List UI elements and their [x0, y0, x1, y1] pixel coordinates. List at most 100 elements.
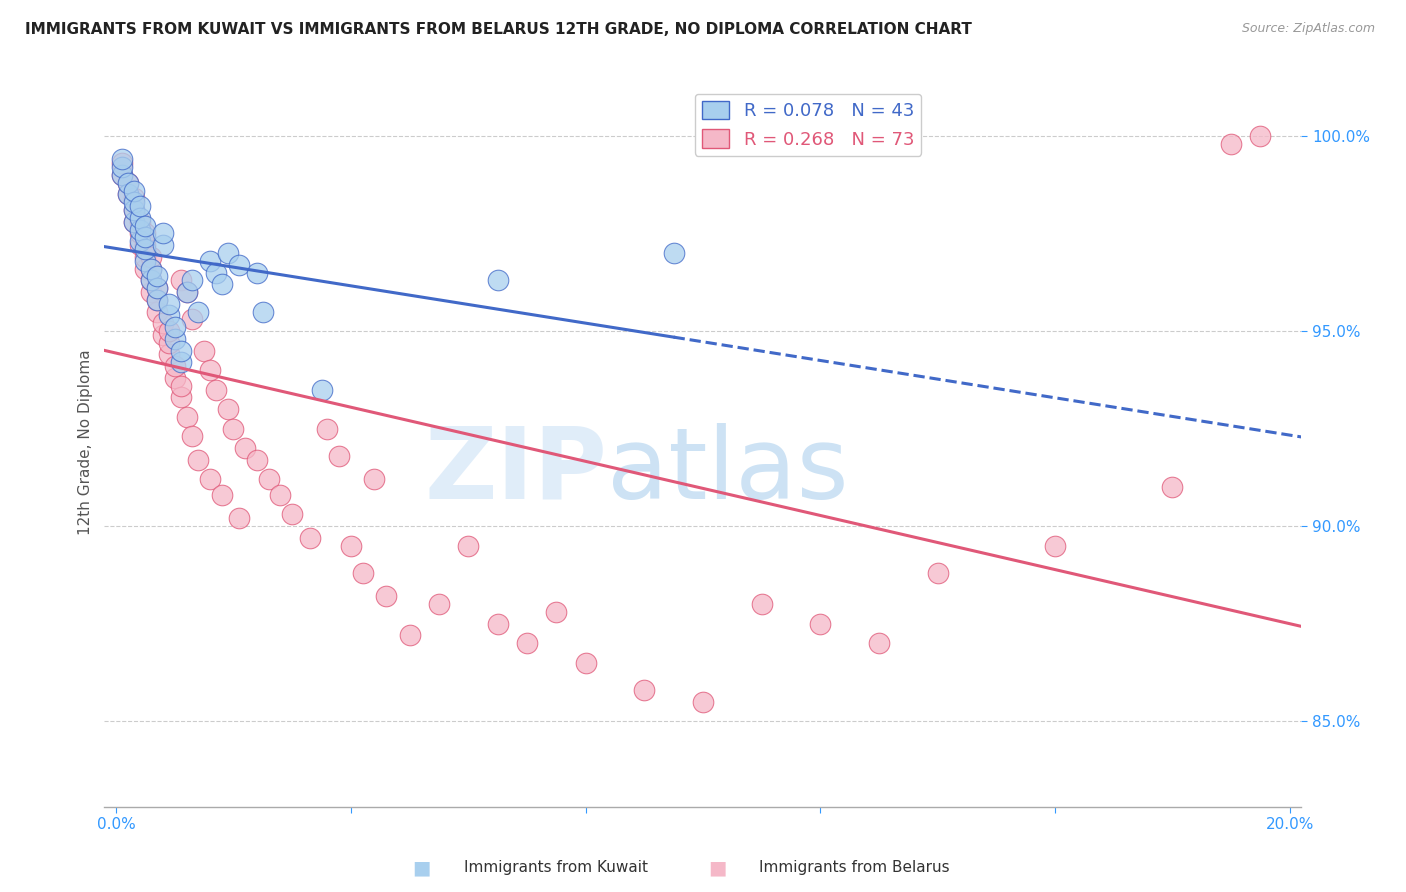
Point: [633, 682, 655, 697]
Point: [122, 195, 145, 210]
Point: [134, 227, 156, 241]
Text: ZIP: ZIP: [425, 423, 607, 520]
Point: [352, 566, 374, 580]
Point: [141, 285, 163, 299]
Point: [176, 285, 198, 299]
Point: [281, 508, 304, 522]
Point: [152, 238, 174, 252]
Point: [141, 261, 163, 276]
Point: [157, 296, 180, 310]
Point: [128, 227, 150, 241]
Point: [193, 343, 215, 358]
Point: [122, 203, 145, 218]
Point: [122, 203, 145, 218]
Point: [134, 250, 156, 264]
Point: [311, 383, 333, 397]
Point: [252, 304, 274, 318]
Point: [868, 636, 890, 650]
Point: [1249, 128, 1271, 143]
Point: [169, 343, 191, 358]
Point: [134, 238, 156, 252]
Point: [163, 371, 186, 385]
Point: [205, 383, 228, 397]
Text: IMMIGRANTS FROM KUWAIT VS IMMIGRANTS FROM BELARUS 12TH GRADE, NO DIPLOMA CORRELA: IMMIGRANTS FROM KUWAIT VS IMMIGRANTS FRO…: [25, 22, 972, 37]
Point: [486, 273, 509, 287]
Point: [176, 409, 198, 424]
Point: [169, 378, 191, 392]
Point: [111, 156, 134, 170]
Point: [146, 281, 169, 295]
Point: [176, 285, 198, 299]
Point: [111, 168, 134, 182]
Point: [146, 281, 169, 295]
Point: [141, 273, 163, 287]
Point: [574, 656, 596, 670]
Point: [134, 261, 156, 276]
Point: [198, 363, 221, 377]
Point: [117, 176, 139, 190]
Point: [111, 168, 134, 182]
Point: [141, 261, 163, 276]
Point: [122, 184, 145, 198]
Text: Source: ZipAtlas.com: Source: ZipAtlas.com: [1241, 22, 1375, 36]
Point: [516, 636, 538, 650]
Text: ■: ■: [707, 858, 727, 878]
Point: [128, 238, 150, 252]
Point: [141, 273, 163, 287]
Point: [257, 472, 280, 486]
Point: [111, 153, 134, 167]
Point: [211, 488, 233, 502]
Point: [198, 253, 221, 268]
Point: [152, 316, 174, 330]
Point: [181, 429, 204, 443]
Text: Immigrants from Belarus: Immigrants from Belarus: [759, 861, 950, 875]
Y-axis label: 12th Grade, No Diploma: 12th Grade, No Diploma: [79, 350, 93, 535]
Point: [751, 597, 773, 611]
Point: [169, 390, 191, 404]
Point: [1043, 539, 1066, 553]
Point: [808, 616, 831, 631]
Point: [363, 472, 385, 486]
Point: [457, 539, 479, 553]
Point: [163, 332, 186, 346]
Point: [128, 199, 150, 213]
Point: [134, 242, 156, 256]
Point: [128, 222, 150, 236]
Point: [122, 191, 145, 205]
Point: [927, 566, 949, 580]
Point: [328, 449, 350, 463]
Point: [157, 347, 180, 361]
Point: [146, 304, 169, 318]
Point: [134, 219, 156, 233]
Point: [157, 335, 180, 350]
Point: [146, 293, 169, 307]
Point: [692, 695, 714, 709]
Point: [205, 265, 228, 279]
Point: [246, 452, 269, 467]
Point: [246, 265, 269, 279]
Point: [181, 273, 204, 287]
Legend: R = 0.078   N = 43, R = 0.268   N = 73: R = 0.078 N = 43, R = 0.268 N = 73: [695, 94, 921, 156]
Point: [198, 472, 221, 486]
Point: [1161, 480, 1184, 494]
Text: atlas: atlas: [607, 423, 849, 520]
Point: [169, 355, 191, 369]
Point: [398, 628, 420, 642]
Point: [228, 511, 250, 525]
Point: [157, 324, 180, 338]
Point: [152, 327, 174, 342]
Point: [662, 246, 685, 260]
Point: [169, 273, 191, 287]
Text: Immigrants from Kuwait: Immigrants from Kuwait: [464, 861, 648, 875]
Point: [298, 531, 321, 545]
Point: [128, 211, 150, 225]
Point: [187, 452, 209, 467]
Point: [187, 304, 209, 318]
Point: [128, 235, 150, 249]
Point: [134, 230, 156, 244]
Point: [141, 250, 163, 264]
Point: [152, 227, 174, 241]
Point: [163, 359, 186, 373]
Point: [122, 215, 145, 229]
Point: [375, 590, 398, 604]
